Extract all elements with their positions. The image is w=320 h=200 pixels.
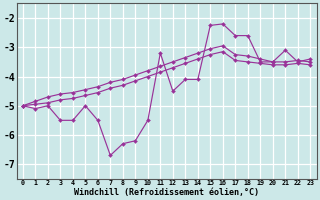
X-axis label: Windchill (Refroidissement éolien,°C): Windchill (Refroidissement éolien,°C) xyxy=(74,188,259,197)
